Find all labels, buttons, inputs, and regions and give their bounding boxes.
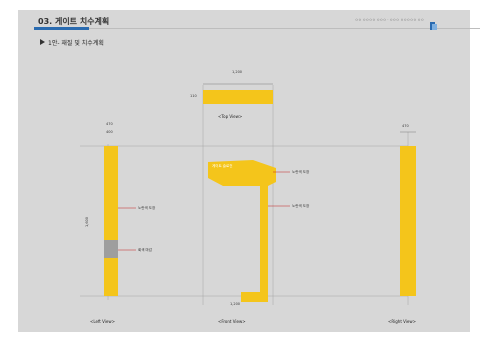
left-annotation-1: 노란색 도장 — [138, 206, 156, 210]
right-view-gate — [400, 146, 416, 296]
left-view-gate — [104, 146, 118, 296]
caption-right-view: <Right View> — [388, 319, 416, 324]
dim-top-height: 110 — [190, 94, 197, 98]
slide-canvas: 03. 게이트 치수계획 1안- 재질 및 치수계획 ㅇㅇ ㅇㅇㅇㅇ ㅇㅇㅇ ·… — [18, 10, 480, 332]
title-divider — [34, 28, 480, 29]
page-title: 03. 게이트 치수계획 — [38, 17, 110, 26]
caption-left-view: <Left View> — [90, 319, 115, 324]
header-right-text: ㅇㅇ ㅇㅇㅇㅇ ㅇㅇㅇ · ㅇㅇㅇ ㅇㅇㅇㅇㅇ ㅇㅇ — [355, 18, 424, 22]
company-logo — [430, 16, 452, 30]
page-subtitle: 1안- 재질 및 치수계획 — [48, 40, 104, 47]
front-annotation-2: 노란색 도장 — [292, 204, 310, 208]
caption-top-view: <Top View> — [218, 114, 243, 119]
front-gate-text: 게이트 슬로건 — [212, 164, 233, 168]
dim-left-height: 1,600 — [85, 216, 90, 228]
logo-icon — [430, 22, 437, 30]
dim-left-outer: 470 — [106, 122, 113, 126]
front-view-gate — [208, 160, 276, 302]
bullet-triangle-icon — [40, 39, 45, 45]
dim-right-outer: 470 — [402, 124, 409, 128]
dim-front-bottom: 1,200 — [230, 302, 241, 306]
dim-left-inner: 400 — [106, 130, 113, 134]
dim-top-width: 1,200 — [232, 70, 243, 74]
caption-front-view: <Front View> — [218, 319, 246, 324]
title-accent-bar — [34, 27, 89, 30]
drawing-svg — [80, 83, 416, 305]
front-annotation-1: 노란색 도장 — [292, 170, 310, 174]
left-view-gray-section — [104, 240, 118, 258]
top-view-gate — [203, 90, 273, 104]
left-annotation-2: 회색 마감 — [138, 248, 152, 252]
